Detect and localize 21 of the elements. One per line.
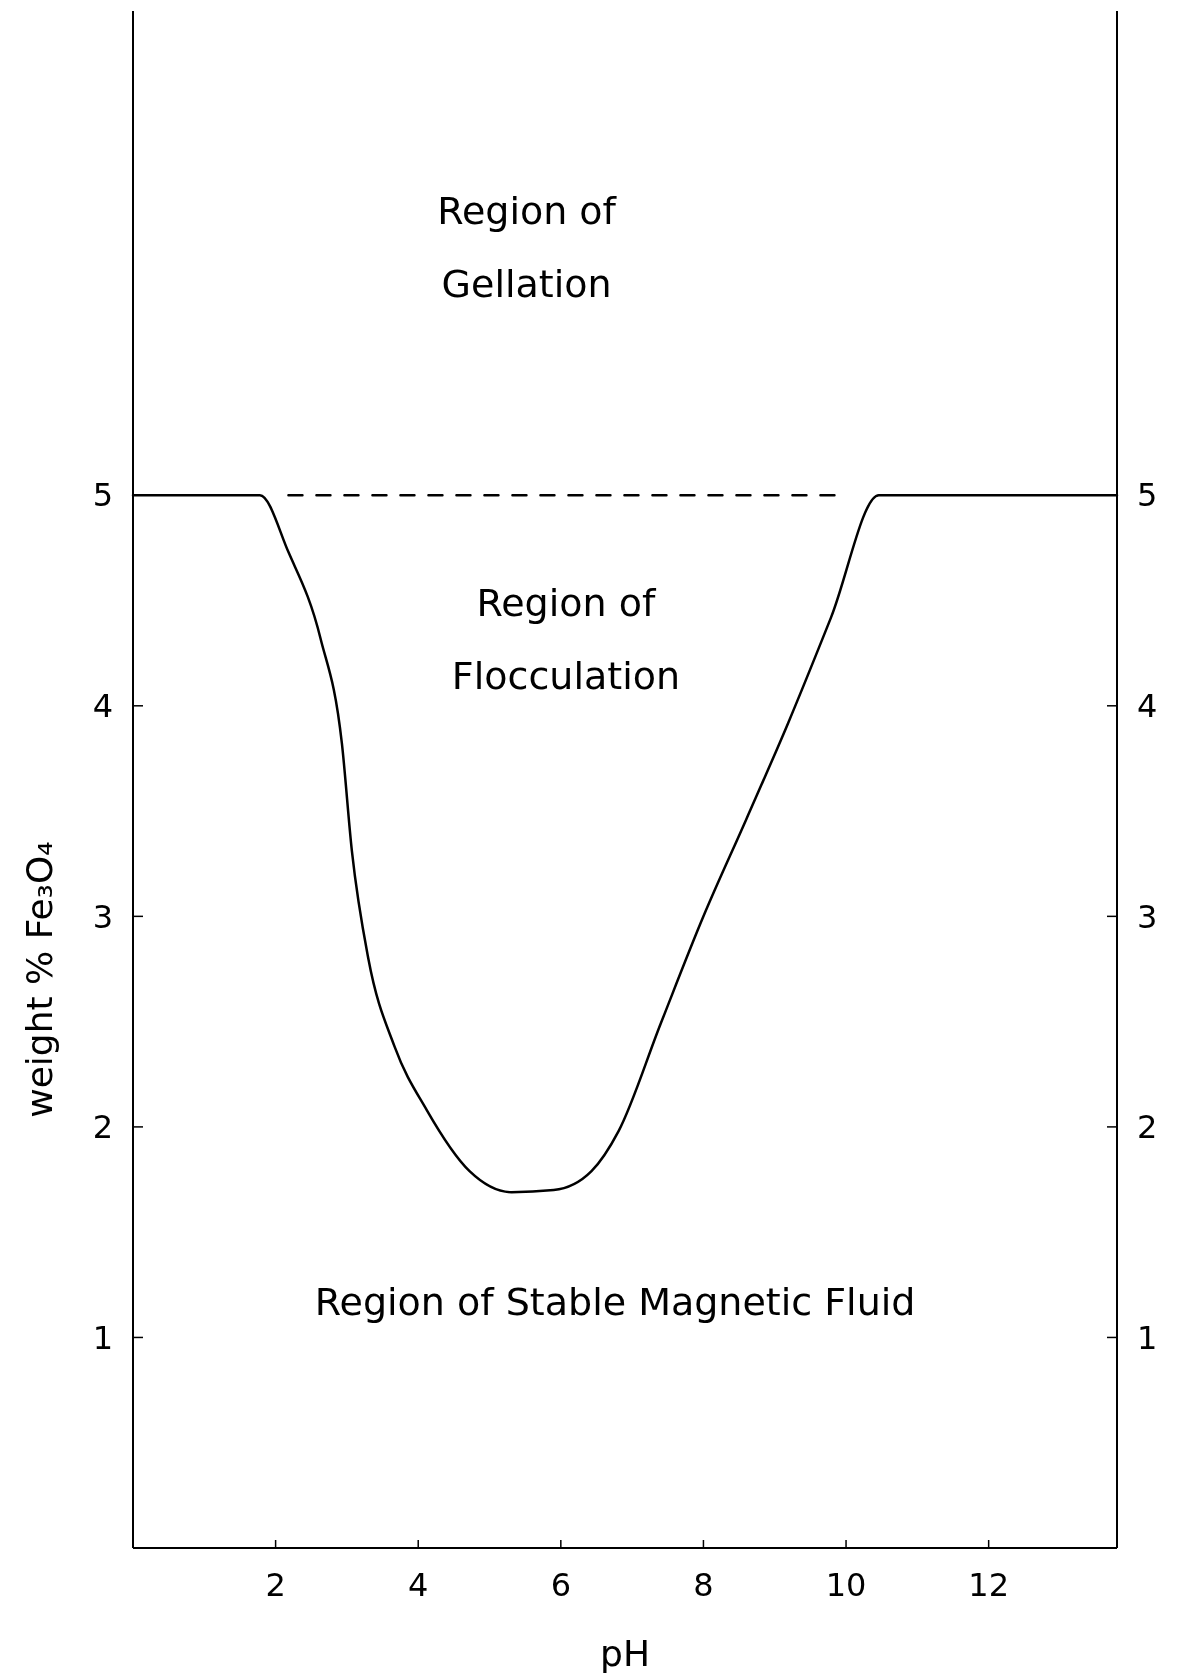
x-tick-label: 6 — [550, 1566, 572, 1604]
y2-tick-label: 5 — [1137, 476, 1158, 515]
y-tick-label: 4 — [92, 687, 113, 726]
y-tick-label: 5 — [92, 476, 113, 515]
y-axis-title: weight % Fe₃O₄ — [19, 841, 60, 1118]
y-tick-label: 3 — [92, 897, 113, 936]
x-tick-label: 2 — [265, 1566, 286, 1604]
x-tick-label: 10 — [825, 1566, 867, 1604]
y2-tick-label: 2 — [1137, 1108, 1158, 1147]
y-tick-label: 2 — [92, 1108, 113, 1147]
x-axis-title: pH — [600, 1633, 650, 1674]
x-tick-label: 4 — [408, 1566, 429, 1604]
y2-tick-label: 4 — [1137, 687, 1158, 726]
x-tick-label: 12 — [968, 1566, 1010, 1604]
y2-tick-label: 3 — [1137, 897, 1158, 936]
x-tick-label: 8 — [693, 1566, 714, 1604]
annotation: Region of Gellation — [437, 189, 618, 306]
y2-tick-label: 1 — [1137, 1318, 1158, 1357]
annotation: Region of Flocculation — [451, 581, 681, 698]
annotation: Region of Stable Magnetic Fluid — [314, 1280, 916, 1325]
y-tick-label: 1 — [92, 1318, 113, 1357]
